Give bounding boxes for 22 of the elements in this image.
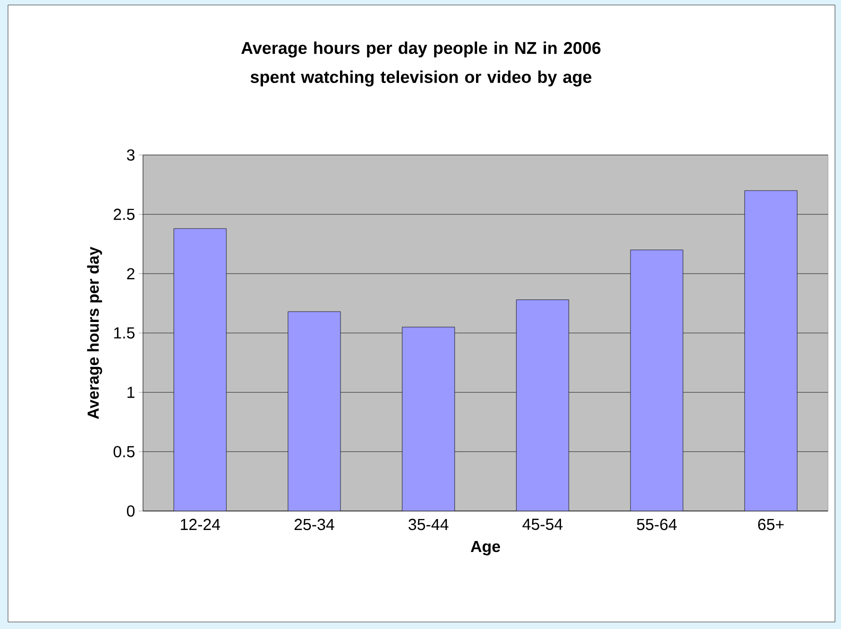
y-tick-label: 1 (128, 386, 134, 398)
x-tick-label: 35-44 (408, 518, 448, 530)
y-tick-label: 3 (126, 149, 134, 161)
bar (630, 250, 684, 511)
y-axis-title: Average hours per day (87, 246, 102, 419)
y-tick-label: 0 (126, 505, 135, 517)
x-tick-label: 45-54 (522, 518, 563, 530)
bar (174, 228, 227, 511)
x-axis-title: Age (470, 540, 500, 556)
x-tick-label: 12-24 (180, 518, 220, 530)
y-tick-label: 2.5 (114, 208, 135, 220)
bar (402, 326, 455, 511)
chart-title: Average hours per day people in NZ in 2006 spent watching television or video by age (241, 42, 600, 86)
y-tick-label: 0.5 (114, 446, 135, 458)
x-tick-label: 65+ (758, 518, 784, 530)
y-tick-label: 1.5 (114, 327, 135, 339)
bar (516, 300, 570, 511)
bar (288, 311, 341, 511)
y-tick-label: 2 (127, 268, 134, 280)
x-tick-label: 55-64 (636, 518, 677, 530)
x-tick-label: 25-34 (294, 518, 334, 530)
bar (744, 190, 798, 511)
